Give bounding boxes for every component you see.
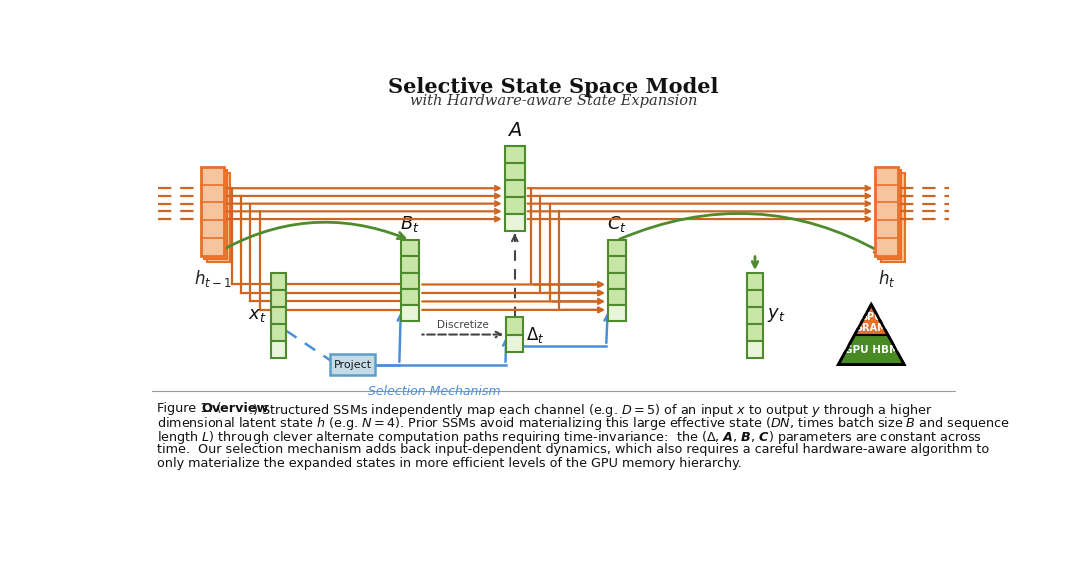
Text: $C_t$: $C_t$: [607, 214, 627, 234]
Bar: [504, 214, 525, 231]
Text: Selective State Space Model: Selective State Space Model: [388, 76, 719, 96]
Text: only materialize the expanded states in more efficient levels of the GPU memory : only materialize the expanded states in …: [157, 457, 742, 470]
Text: .) Structured SSMs independently map each channel (e.g. $D = 5$) of an input $x$: .) Structured SSMs independently map eac…: [248, 402, 932, 418]
Text: $h_{t-1}$: $h_{t-1}$: [193, 268, 231, 289]
Bar: [401, 305, 419, 321]
Bar: [401, 273, 419, 289]
Text: $h_t$: $h_t$: [878, 268, 895, 289]
Text: $\Delta_t$: $\Delta_t$: [526, 324, 544, 344]
Polygon shape: [854, 304, 888, 335]
Bar: [507, 335, 524, 352]
Bar: [878, 170, 902, 259]
Polygon shape: [838, 335, 904, 364]
Text: GPU
SRAM: GPU SRAM: [855, 312, 887, 333]
Bar: [401, 240, 419, 257]
Text: Selection Mechanism: Selection Mechanism: [368, 385, 501, 398]
Bar: [875, 167, 899, 255]
Text: Figure 1: (: Figure 1: (: [157, 402, 221, 414]
Bar: [507, 317, 524, 335]
Bar: [747, 290, 762, 307]
Text: with Hardware-aware State Expansion: with Hardware-aware State Expansion: [409, 94, 698, 107]
Bar: [271, 290, 286, 307]
Text: Project: Project: [334, 359, 372, 370]
Bar: [271, 273, 286, 290]
Bar: [608, 273, 626, 289]
Bar: [401, 257, 419, 273]
Text: length $L$) through clever alternate computation paths requiring time-invariance: length $L$) through clever alternate com…: [157, 429, 982, 446]
Text: time.  Our selection mechanism adds back input-dependent dynamics, which also re: time. Our selection mechanism adds back …: [157, 443, 989, 456]
Bar: [608, 305, 626, 321]
Bar: [608, 240, 626, 257]
Text: $A$: $A$: [508, 122, 523, 139]
Bar: [201, 167, 225, 255]
Bar: [747, 307, 762, 324]
Text: dimensional latent state $h$ (e.g. $N = 4$). Prior SSMs avoid materializing this: dimensional latent state $h$ (e.g. $N = …: [157, 416, 1010, 432]
Text: GPU HBM: GPU HBM: [843, 344, 899, 355]
Bar: [271, 341, 286, 358]
Bar: [207, 173, 230, 262]
Text: $B_t$: $B_t$: [401, 214, 420, 234]
Bar: [401, 289, 419, 305]
Bar: [271, 324, 286, 341]
Bar: [504, 146, 525, 163]
Bar: [747, 324, 762, 341]
Bar: [608, 289, 626, 305]
Bar: [747, 341, 762, 358]
Bar: [881, 173, 905, 262]
Bar: [608, 257, 626, 273]
Text: $x_t$: $x_t$: [248, 307, 267, 324]
Bar: [504, 163, 525, 180]
Text: $y_t$: $y_t$: [768, 307, 786, 324]
Text: Overview: Overview: [202, 402, 269, 414]
Bar: [271, 307, 286, 324]
Bar: [504, 180, 525, 197]
Bar: [330, 354, 375, 375]
Bar: [504, 197, 525, 214]
Bar: [747, 273, 762, 290]
Text: Discretize: Discretize: [437, 320, 488, 330]
Bar: [204, 170, 227, 259]
